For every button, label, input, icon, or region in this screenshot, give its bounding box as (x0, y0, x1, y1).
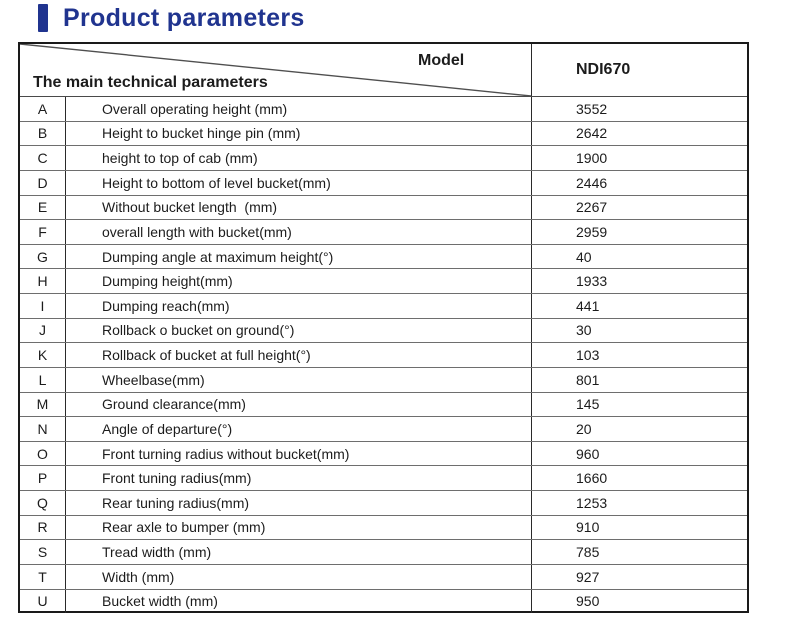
row-letter: N (20, 417, 66, 441)
row-parameter: Front turning radius without bucket(mm) (66, 441, 532, 466)
row-value: 2446 (576, 174, 608, 191)
row-parameter: Bucket width (mm) (66, 589, 532, 614)
table-row: I Dumping reach(mm) 441 (20, 293, 747, 318)
table-row: C height to top of cab (mm) 1900 (20, 145, 747, 170)
row-letter: L (20, 367, 66, 392)
row-letter: B (20, 121, 66, 146)
row-letter: E (20, 195, 66, 220)
row-parameter: Height to bucket hinge pin (mm) (66, 121, 532, 146)
row-value: 927 (576, 568, 600, 585)
table-row: S Tread width (mm) 785 (20, 539, 747, 564)
table-row: H Dumping height(mm) 1933 (20, 268, 747, 293)
row-parameter: Front tuning radius(mm) (66, 466, 532, 490)
row-letter: T (20, 564, 66, 589)
corner-parameters-label: The main technical parameters (33, 74, 268, 91)
row-parameter: height to top of cab (mm) (66, 146, 532, 170)
row-parameter: Tread width (mm) (66, 540, 532, 564)
table-row: M Ground clearance(mm) 145 (20, 391, 747, 417)
row-parameter: Rollback o bucket on ground(°) (66, 318, 532, 343)
table-row: T Width (mm) 927 (20, 563, 747, 589)
title-accent-bar-icon (38, 4, 48, 32)
row-letter: J (20, 318, 66, 343)
row-value: 1660 (576, 470, 608, 487)
row-parameter: Dumping reach(mm) (66, 294, 532, 318)
page-title: Product parameters (63, 4, 305, 32)
table-row: J Rollback o bucket on ground(°) 30 (20, 317, 747, 343)
table-row: L Wheelbase(mm) 801 (20, 366, 747, 392)
row-letter: M (20, 392, 66, 417)
table-row: R Rear axle to bumper (mm) 910 (20, 514, 747, 540)
table-row: N Angle of departure(°) 20 (20, 416, 747, 441)
row-letter: I (20, 294, 66, 318)
corner-cell: Model The main technical parameters (20, 44, 532, 96)
table-row: Q Rear tuning radius(mm) 1253 (20, 490, 747, 515)
table-row: G Dumping angle at maximum height(°) 40 (20, 243, 747, 269)
row-value: 3552 (576, 100, 608, 117)
table-row: B Height to bucket hinge pin (mm) 2642 (20, 120, 747, 146)
row-parameter: Wheelbase(mm) (66, 367, 532, 392)
row-parameter: Dumping angle at maximum height(°) (66, 244, 532, 269)
row-value: 2267 (576, 199, 608, 216)
spec-table: Model The main technical parameters NDI6… (18, 42, 749, 614)
corner-model-label: Model (418, 52, 465, 69)
row-value: 30 (576, 322, 592, 339)
row-parameter: Height to bottom of level bucket(mm) (66, 170, 532, 195)
row-value: 785 (576, 544, 600, 561)
row-letter: C (20, 146, 66, 170)
row-value: 20 (576, 420, 592, 437)
row-letter: K (20, 343, 66, 367)
table-header: Model The main technical parameters NDI6… (20, 44, 747, 97)
row-parameter: Overall operating height (mm) (66, 97, 532, 121)
row-parameter: Rear tuning radius(mm) (66, 491, 532, 515)
table-body: A Overall operating height (mm) 3552 B H… (20, 97, 747, 614)
row-parameter: Rear axle to bumper (mm) (66, 515, 532, 540)
row-letter: S (20, 540, 66, 564)
table-row: E Without bucket length (mm) 2267 (20, 194, 747, 220)
row-value: 40 (576, 248, 592, 265)
row-parameter: Angle of departure(°) (66, 417, 532, 441)
row-value: 801 (576, 371, 600, 388)
row-value: 103 (576, 347, 600, 364)
table-row: P Front tuning radius(mm) 1660 (20, 465, 747, 490)
row-parameter: Dumping height(mm) (66, 269, 532, 293)
row-value: 950 (576, 593, 600, 610)
row-parameter: overall length with bucket(mm) (66, 220, 532, 244)
table-row: F overall length with bucket(mm) 2959 (20, 219, 747, 244)
row-value: 1253 (576, 494, 608, 511)
row-parameter: Rollback of bucket at full height(°) (66, 343, 532, 367)
table-row: O Front turning radius without bucket(mm… (20, 440, 747, 466)
row-value: 910 (576, 519, 600, 536)
row-letter: U (20, 589, 66, 614)
row-value: 2642 (576, 125, 608, 142)
row-letter: H (20, 269, 66, 293)
page-header: Product parameters (38, 4, 305, 32)
table-row: U Bucket width (mm) 950 (20, 588, 747, 614)
table-row: K Rollback of bucket at full height(°) 1… (20, 342, 747, 367)
row-letter: O (20, 441, 66, 466)
row-value: 145 (576, 396, 600, 413)
diagonal-divider-line (20, 44, 531, 96)
table-row: A Overall operating height (mm) 3552 (20, 97, 747, 121)
row-parameter: Width (mm) (66, 564, 532, 589)
model-name-header: NDI670 (576, 61, 631, 78)
row-value: 441 (576, 297, 600, 314)
table-row: D Height to bottom of level bucket(mm) 2… (20, 169, 747, 195)
row-value: 960 (576, 445, 600, 462)
row-parameter: Without bucket length (mm) (66, 195, 532, 220)
row-letter: Q (20, 491, 66, 515)
row-letter: F (20, 220, 66, 244)
row-letter: R (20, 515, 66, 540)
row-value: 1900 (576, 150, 608, 167)
row-value: 1933 (576, 273, 608, 290)
row-letter: P (20, 466, 66, 490)
row-letter: G (20, 244, 66, 269)
row-parameter: Ground clearance(mm) (66, 392, 532, 417)
row-letter: A (20, 97, 66, 121)
row-letter: D (20, 170, 66, 195)
row-value: 2959 (576, 223, 608, 240)
